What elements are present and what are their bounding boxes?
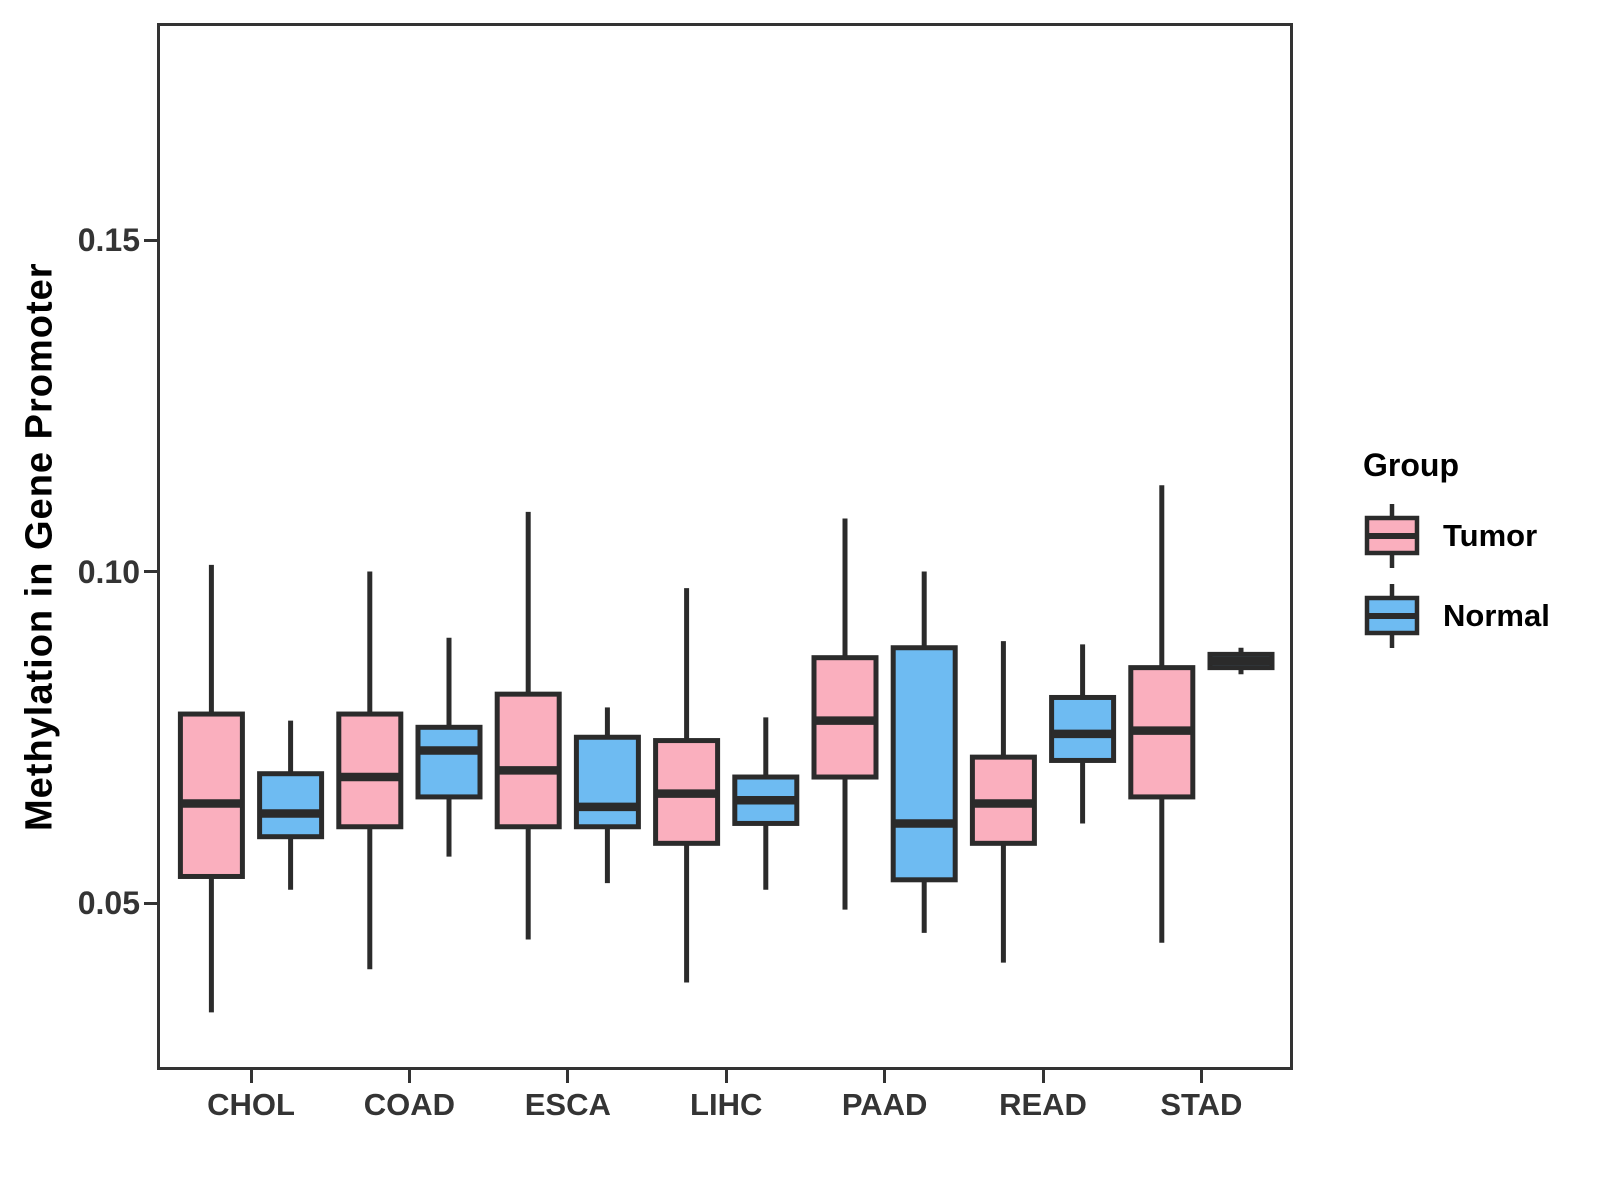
x-tick-label-read: READ — [999, 1087, 1087, 1122]
box-chol-normal-iqr — [257, 771, 325, 840]
y-tick-label: 0.05 — [77, 885, 140, 921]
legend: Group Tumor Normal — [1363, 447, 1550, 650]
x-tick-label-chol: CHOL — [207, 1087, 295, 1122]
legend-entry-normal: Normal — [1363, 582, 1550, 650]
x-tick-mark — [1199, 1070, 1203, 1083]
legend-title: Group — [1363, 447, 1459, 483]
box-read-normal-iqr — [1049, 694, 1117, 763]
x-tick-label-coad: COAD — [363, 1087, 456, 1122]
legend-entry-tumor: Tumor — [1363, 502, 1550, 570]
y-tick-mark — [144, 901, 157, 905]
y-tick-mark — [144, 570, 157, 573]
legend-entries: Tumor Normal — [1363, 502, 1550, 650]
x-tick-label-stad: STAD — [1160, 1087, 1243, 1122]
x-tick-mark — [883, 1070, 887, 1083]
legend-boxplot-glyph-normal — [1364, 584, 1420, 648]
box-coad-tumor-iqr — [336, 711, 404, 830]
legend-label-tumor: Tumor — [1443, 518, 1538, 553]
y-tick-label: 0.15 — [77, 222, 140, 258]
x-tick-label-paad: PAAD — [841, 1087, 928, 1122]
x-tick-mark — [407, 1070, 411, 1083]
box-esca-normal-iqr — [573, 734, 641, 830]
plot-panel — [157, 23, 1293, 1070]
y-tick-label: 0.10 — [77, 553, 140, 590]
x-tick-label-esca: ESCA — [524, 1087, 611, 1122]
x-tick-label-lihc: LIHC — [690, 1087, 763, 1122]
box-coad-normal-iqr — [415, 724, 483, 800]
x-tick-mark — [566, 1070, 570, 1083]
box-esca-tumor-iqr — [494, 691, 562, 830]
legend-label-normal: Normal — [1443, 598, 1550, 633]
y-tick-mark — [144, 238, 157, 242]
box-chol-tumor-iqr — [177, 711, 245, 879]
x-tick-mark — [724, 1070, 728, 1083]
boxplots-svg — [177, 485, 1275, 1013]
x-tick-mark — [1041, 1070, 1045, 1083]
box-paad-normal-iqr — [890, 645, 958, 883]
legend-boxplot-glyph-tumor — [1364, 504, 1420, 568]
x-tick-mark — [249, 1070, 253, 1083]
